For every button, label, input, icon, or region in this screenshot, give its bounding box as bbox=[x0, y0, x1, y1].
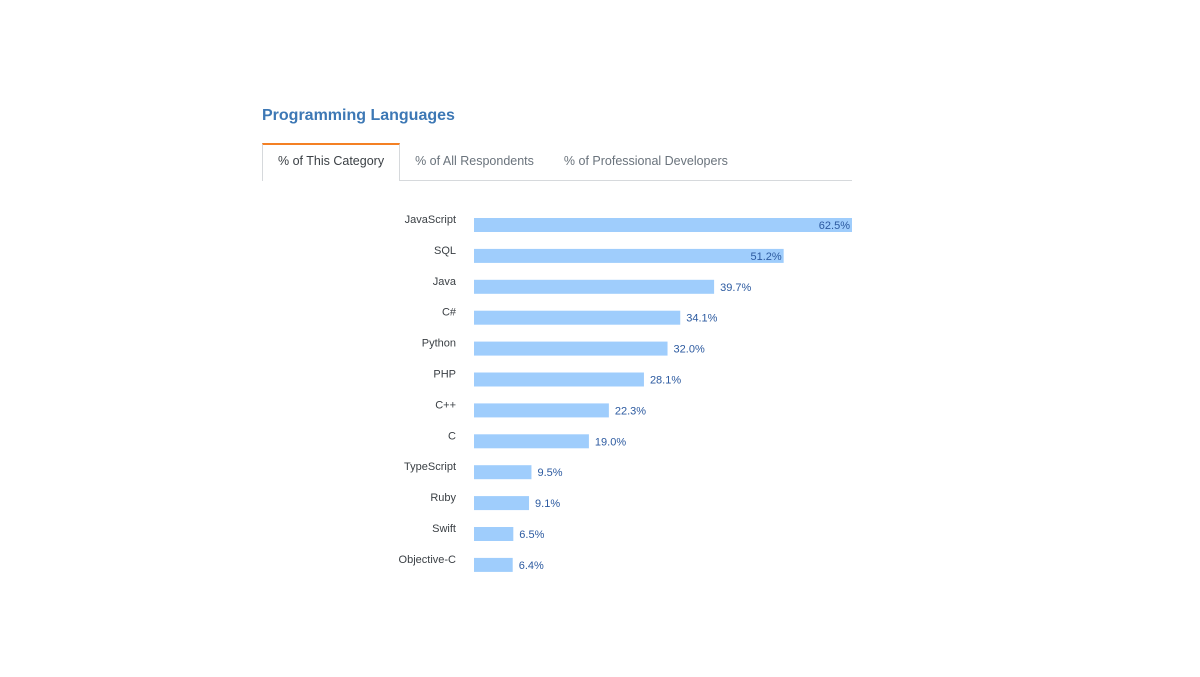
value-label: 28.1% bbox=[650, 375, 681, 387]
tab-this-category[interactable]: % of This Category bbox=[262, 143, 401, 181]
bar-row: C# 34.1% bbox=[442, 307, 718, 325]
bar[interactable] bbox=[474, 557, 513, 572]
bar-row: TypeScript 9.5% bbox=[404, 461, 563, 480]
bar[interactable] bbox=[474, 279, 715, 294]
bar[interactable] bbox=[474, 403, 609, 418]
tab-bar: % of This Category % of All Respondents … bbox=[262, 143, 852, 181]
bar[interactable] bbox=[474, 434, 589, 449]
tab-professional-developers[interactable]: % of Professional Developers bbox=[563, 154, 728, 168]
bar[interactable] bbox=[474, 496, 530, 511]
bar[interactable] bbox=[474, 310, 681, 325]
category-label: Java bbox=[433, 276, 457, 288]
bar[interactable] bbox=[474, 527, 514, 541]
value-label: 9.1% bbox=[535, 498, 560, 510]
category-label: Objective-C bbox=[399, 554, 457, 566]
bar-row: C 19.0% bbox=[448, 430, 626, 449]
bar[interactable] bbox=[474, 465, 532, 480]
bar-row: C++ 22.3% bbox=[435, 399, 646, 418]
tab-all-respondents[interactable]: % of All Respondents bbox=[415, 154, 534, 168]
bar-row: Ruby 9.1% bbox=[430, 492, 560, 511]
bar-row: SQL 51.2% bbox=[434, 245, 784, 263]
value-label: 22.3% bbox=[615, 405, 646, 417]
value-label: 39.7% bbox=[720, 282, 751, 294]
bar-row: JavaScript 62.5% bbox=[405, 214, 852, 232]
category-label: C# bbox=[442, 307, 457, 319]
bar-row: PHP 28.1% bbox=[433, 369, 681, 387]
bar[interactable] bbox=[474, 341, 668, 356]
value-label: 51.2% bbox=[750, 251, 781, 263]
bar-row: Objective-C 6.4% bbox=[399, 554, 544, 572]
value-label: 34.1% bbox=[686, 313, 717, 325]
bar-row: Python 32.0% bbox=[422, 338, 705, 356]
category-label: Ruby bbox=[430, 492, 456, 504]
category-label: JavaScript bbox=[405, 214, 456, 226]
value-label: 6.4% bbox=[519, 560, 544, 572]
value-label: 9.5% bbox=[537, 467, 562, 479]
value-label: 6.5% bbox=[519, 529, 544, 541]
bar[interactable] bbox=[474, 248, 784, 263]
category-label: C++ bbox=[435, 399, 456, 411]
bar-row: Swift 6.5% bbox=[432, 523, 545, 541]
category-label: TypeScript bbox=[404, 461, 456, 473]
bar[interactable] bbox=[474, 372, 644, 387]
category-label: PHP bbox=[433, 369, 456, 381]
bar-row: Java 39.7% bbox=[433, 276, 752, 294]
value-label: 32.0% bbox=[674, 344, 705, 356]
programming-languages-panel: Programming Languages % of This Category… bbox=[262, 100, 852, 572]
bar[interactable] bbox=[474, 218, 852, 232]
value-label: 62.5% bbox=[819, 220, 850, 232]
section-title: Programming Languages bbox=[262, 107, 455, 124]
category-label: C bbox=[448, 430, 456, 442]
category-label: Python bbox=[422, 338, 456, 350]
value-label: 19.0% bbox=[595, 436, 626, 448]
bar-chart: JavaScript 62.5% SQL 51.2% Java 39.7% C# 34.1% P… bbox=[399, 214, 852, 572]
category-label: SQL bbox=[434, 245, 456, 257]
bar-chart-area: JavaScript 62.5% SQL 51.2% Java 39.7% C# 34.1% P… bbox=[262, 210, 852, 590]
category-label: Swift bbox=[432, 523, 456, 535]
